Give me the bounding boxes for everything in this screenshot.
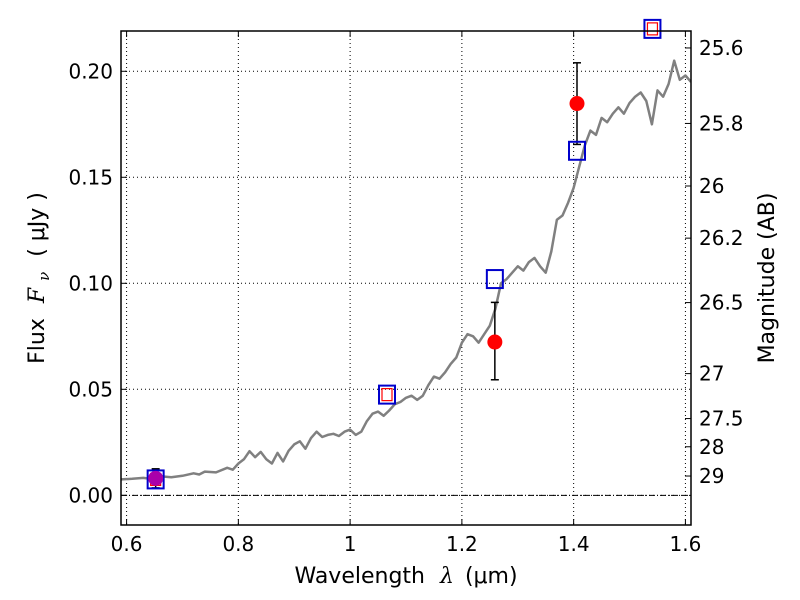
y2-tick-label: 27.5	[699, 407, 744, 431]
y2-tick-label: 25.6	[699, 36, 744, 60]
x-tick-label: 1.6	[670, 532, 702, 556]
y2-tick-label: 27	[699, 362, 724, 386]
y2-axis-label: Magnitude (AB)	[755, 193, 780, 364]
grid	[121, 31, 691, 525]
plot-frame	[120, 30, 692, 526]
model-band-flux-marker	[146, 469, 165, 490]
model-band-flux-marker	[568, 140, 586, 161]
plot-area	[121, 18, 691, 490]
x-tick-label: 1.2	[446, 532, 478, 556]
model-band-flux-inner-marker	[381, 388, 393, 402]
y-axis-label-subscript: ν	[35, 272, 53, 281]
x-axis-label: Wavelength λ (μm)	[294, 564, 517, 589]
x-tick-label: 1	[344, 532, 357, 556]
y-tick-label: 0.20	[68, 59, 113, 83]
y2-tick-label: 26	[699, 174, 724, 198]
y-axis-label-prefix: Flux	[25, 318, 50, 364]
x-tick-label: 1.4	[558, 532, 590, 556]
observed-flux-point	[569, 96, 585, 112]
y-tick-label: 0.00	[68, 483, 113, 507]
y2-tick-label: 26.2	[699, 226, 744, 250]
model-band-flux-marker	[485, 269, 504, 290]
y-tick-label: 0.05	[68, 377, 113, 401]
observed-flux-point	[148, 470, 164, 486]
x-tick-label: 0.8	[222, 532, 254, 556]
y2-tick-label: 25.8	[699, 111, 744, 135]
x-axis-label-prefix: Wavelength	[294, 564, 425, 589]
model-band-flux-inner-marker	[646, 22, 659, 36]
y-axis-label-symbol: F	[25, 287, 50, 304]
ticks: 0.6 0.8 1 1.2 1.4 1.6 0.00 0.05 0.10 0.15 0.20 25.6…	[68, 31, 744, 556]
y-axis-label: Flux F ν ( μJy )	[25, 192, 55, 364]
y-tick-label: 0.15	[68, 165, 113, 189]
y2-tick-label: 29	[699, 464, 724, 488]
x-tick-label: 0.6	[111, 532, 143, 556]
model-band-flux-marker	[378, 384, 396, 405]
model-spectrum-line	[121, 59, 691, 481]
y-axis-label-unit: ( μJy )	[25, 192, 50, 257]
y2-tick-label: 28	[699, 435, 724, 459]
y-tick-label: 0.10	[68, 271, 113, 295]
x-axis-label-unit: (μm)	[465, 564, 518, 589]
y2-tick-label: 26.5	[699, 291, 744, 315]
observed-flux-point	[487, 334, 503, 350]
model-band-flux-marker	[643, 18, 662, 39]
x-axis-label-symbol: λ	[439, 564, 454, 589]
